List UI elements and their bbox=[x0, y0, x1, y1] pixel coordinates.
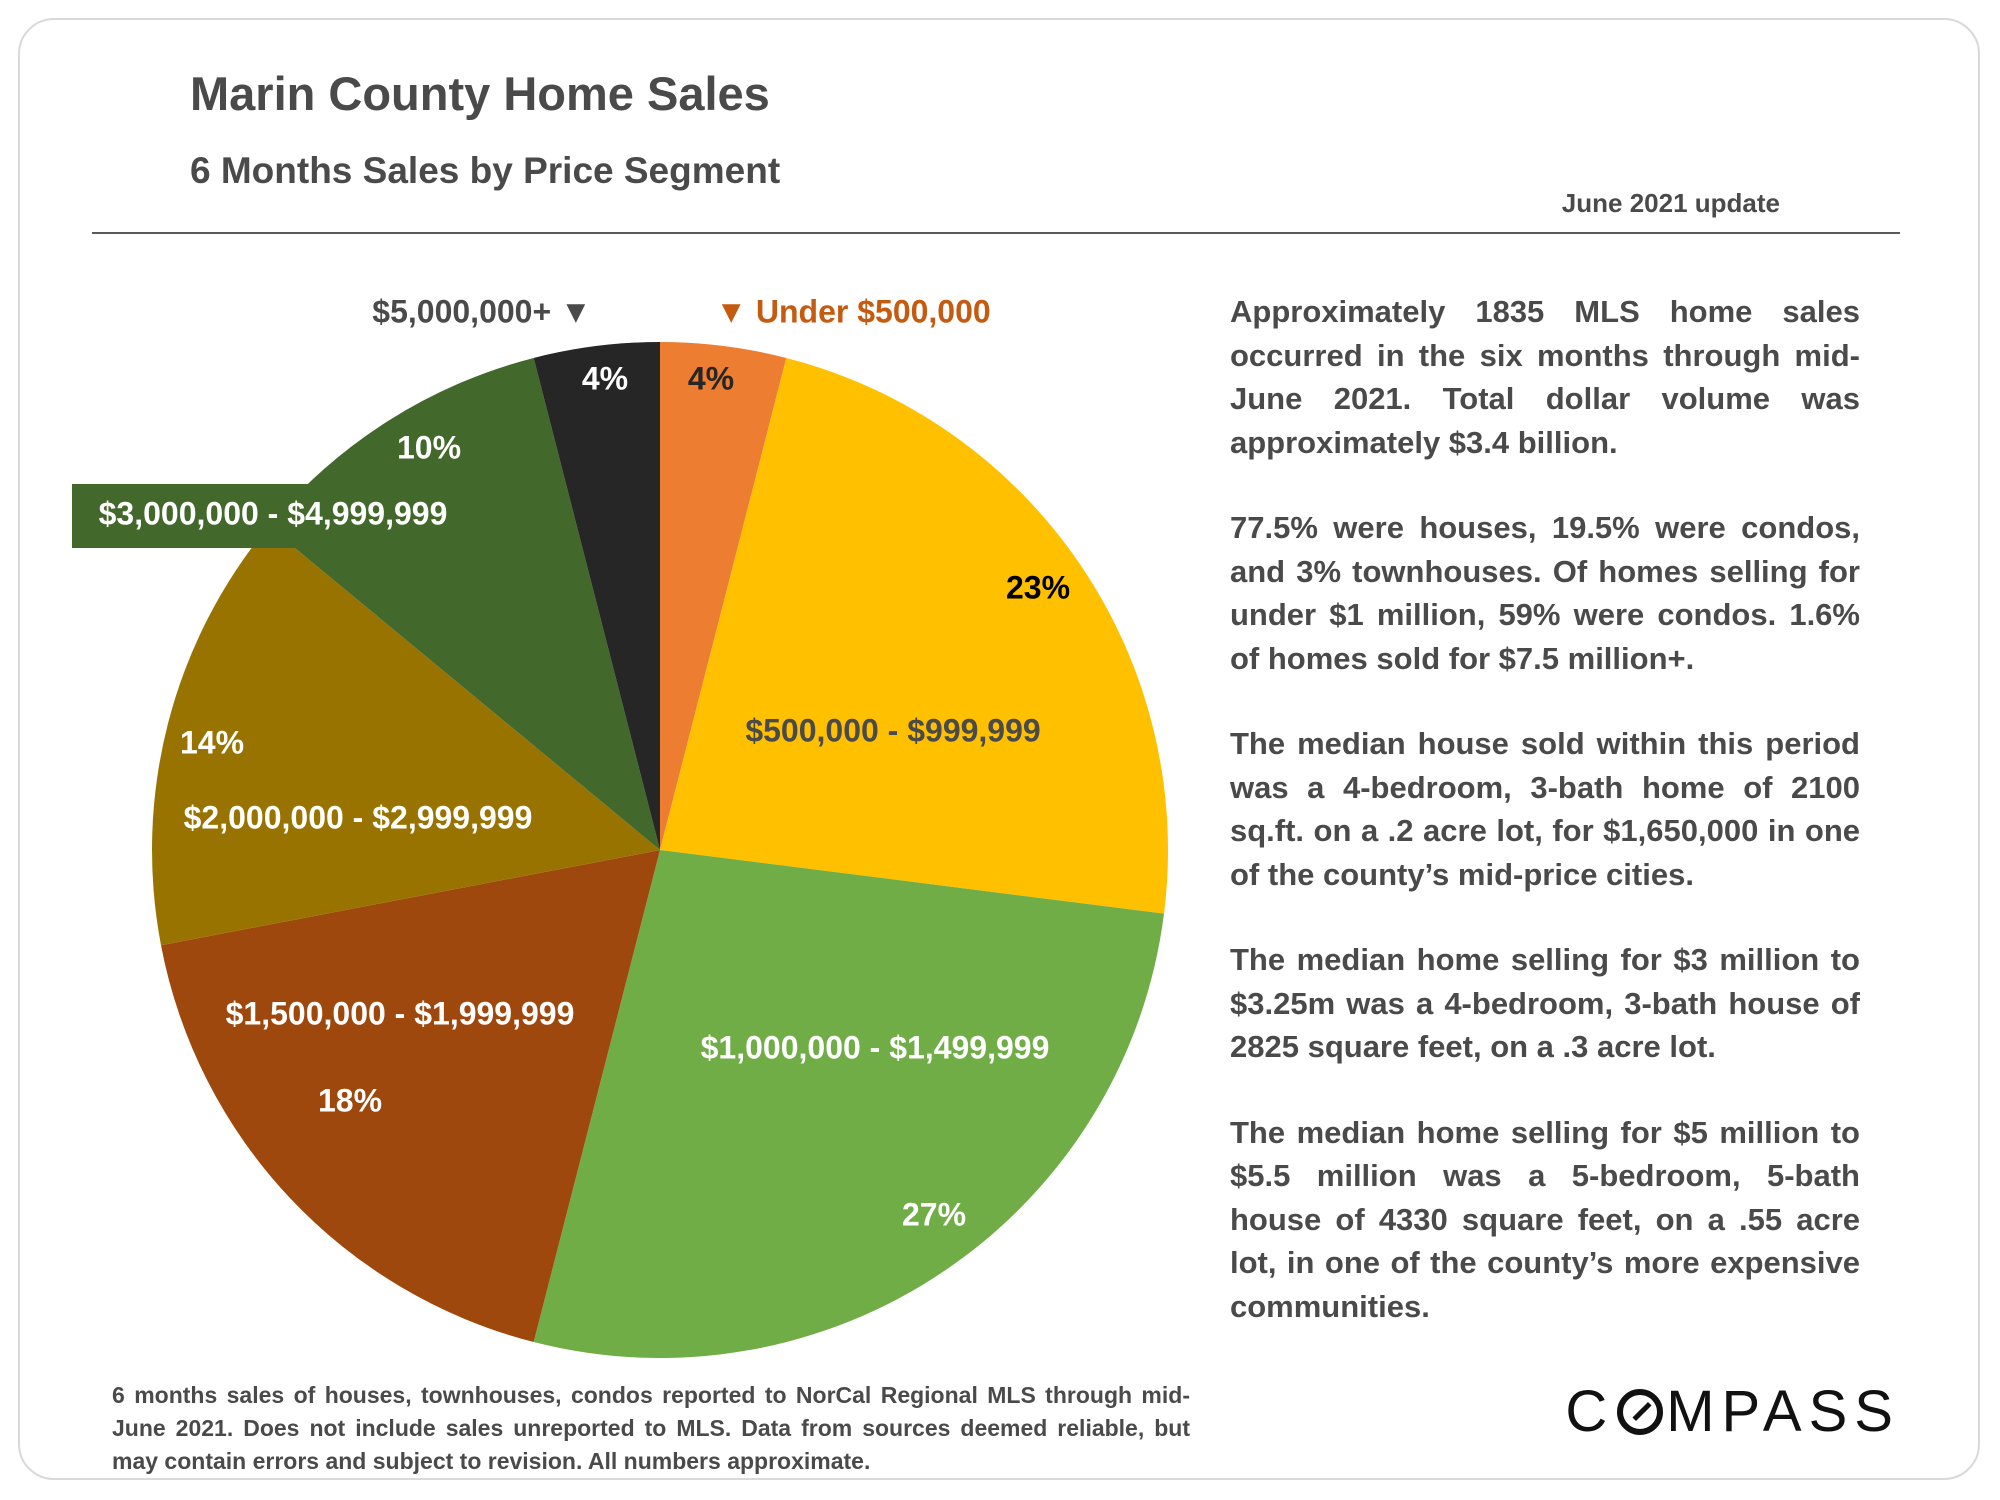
percent-label: 14% bbox=[180, 724, 244, 760]
page-subtitle: 6 Months Sales by Price Segment bbox=[190, 150, 781, 191]
category-label-box bbox=[72, 484, 506, 548]
category-label: $1,000,000 - $1,499,999 bbox=[701, 1029, 1050, 1065]
percent-label: 4% bbox=[582, 360, 628, 396]
summary-paragraph: The median home selling for $5 million t… bbox=[1230, 1114, 1860, 1324]
percent-label: 10% bbox=[397, 429, 461, 465]
percent-label: 4% bbox=[688, 360, 734, 396]
logo-o-icon bbox=[1617, 1389, 1664, 1435]
summary-paragraph: Approximately 1835 MLS home sales occurr… bbox=[1230, 294, 1860, 460]
summary-paragraph: The median home selling for $3 million t… bbox=[1230, 942, 1860, 1064]
update-date: June 2021 update bbox=[1561, 188, 1780, 218]
pie-slice bbox=[533, 342, 660, 850]
pie-slice bbox=[533, 850, 1164, 1359]
percent-label: 18% bbox=[318, 1082, 382, 1118]
page-title: Marin County Home Sales bbox=[190, 67, 770, 120]
category-label: $1,500,000 - $1,999,999 bbox=[226, 995, 575, 1031]
pie-slice bbox=[660, 342, 787, 850]
logo-text-end: MPASS bbox=[1666, 1379, 1900, 1444]
percent-label: 23% bbox=[1006, 569, 1070, 605]
summary-paragraph: The median house sold within this period… bbox=[1230, 726, 1860, 892]
summary-text: Approximately 1835 MLS home sales occurr… bbox=[1230, 290, 1860, 1370]
pie-slice bbox=[152, 526, 660, 946]
compass-logo: C MPASS bbox=[1530, 1378, 1900, 1445]
pie-slice bbox=[160, 850, 660, 1343]
pie-slice bbox=[660, 357, 1168, 914]
footnote: 6 months sales of houses, townhouses, co… bbox=[112, 1382, 1190, 1474]
category-label: $2,000,000 - $2,999,999 bbox=[184, 799, 533, 835]
category-label: $500,000 - $999,999 bbox=[745, 712, 1040, 748]
category-label: ▼ Under $500,000 bbox=[715, 293, 990, 329]
summary-paragraph: 77.5% were houses, 19.5% were condos, an… bbox=[1230, 510, 1860, 676]
percent-label: 27% bbox=[902, 1196, 966, 1232]
header-divider bbox=[92, 232, 1900, 234]
pie-slice bbox=[268, 357, 660, 850]
logo-text-start: C bbox=[1565, 1379, 1615, 1444]
category-label: $5,000,000+ ▼ bbox=[372, 293, 591, 329]
category-label: $3,000,000 - $4,999,999 bbox=[99, 495, 448, 531]
